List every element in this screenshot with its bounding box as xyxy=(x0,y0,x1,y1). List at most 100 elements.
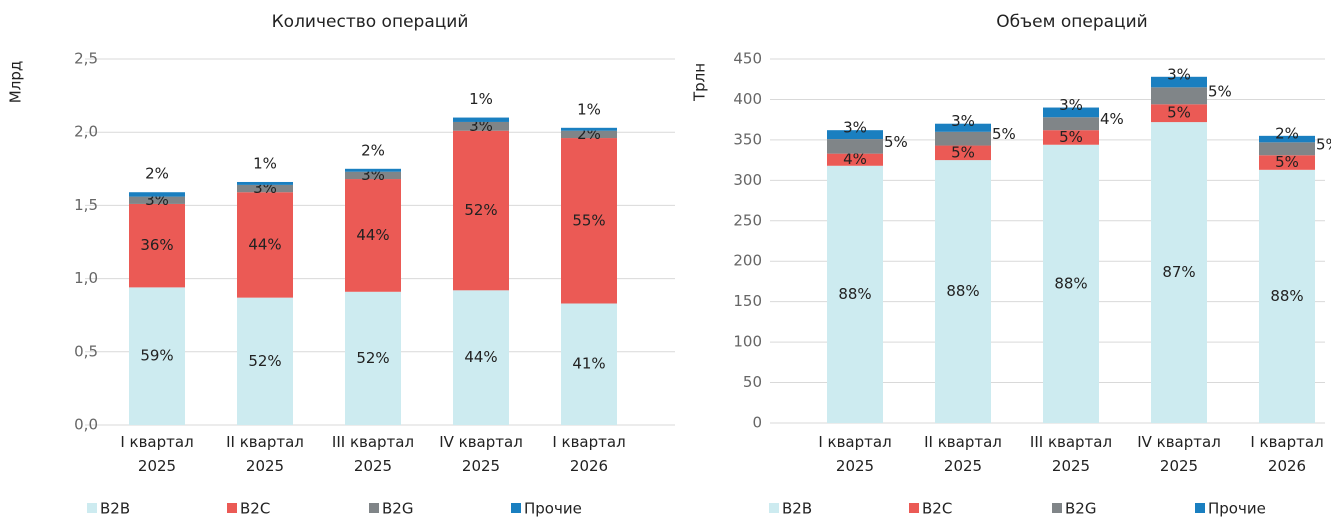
legend-label: B2C xyxy=(922,500,952,517)
y-tick-label: 2,0 xyxy=(74,123,98,141)
chart-title: Объем операций xyxy=(996,12,1147,32)
bar-segment xyxy=(1151,76,1207,88)
bar-segment xyxy=(453,117,509,122)
x-tick-label: I квартал 2026 xyxy=(1250,433,1323,475)
data-label: 52% xyxy=(248,352,281,370)
data-label: 88% xyxy=(946,282,979,300)
chart-title: Количество операций xyxy=(272,12,469,32)
x-tick-label: I квартал 2025 xyxy=(120,433,193,475)
y-tick-label: 1,0 xyxy=(74,269,98,287)
bar-segment xyxy=(827,165,883,424)
bar-segment xyxy=(453,130,509,291)
bar-segment xyxy=(237,181,293,185)
data-label: 88% xyxy=(1054,274,1087,292)
data-label: 36% xyxy=(140,236,173,254)
data-label: 5% xyxy=(1275,153,1299,171)
bar-segment xyxy=(1043,107,1099,118)
bar-segment xyxy=(561,303,617,425)
data-label: 4% xyxy=(1100,110,1124,128)
data-label: 41% xyxy=(572,355,605,373)
bar-segment xyxy=(237,297,293,425)
data-label: 5% xyxy=(1167,104,1191,122)
data-label: 5% xyxy=(951,143,975,161)
data-label: 2% xyxy=(577,125,601,143)
data-label: 5% xyxy=(1316,135,1331,153)
bar-segment xyxy=(345,168,401,172)
legend-swatch xyxy=(511,503,521,513)
data-label: 3% xyxy=(1059,96,1083,114)
bar-segment xyxy=(1259,155,1315,170)
bar-segment xyxy=(129,192,185,197)
bar-segment xyxy=(561,138,617,304)
y-axis-label: Млрд xyxy=(7,61,25,103)
bar-segment xyxy=(935,131,991,146)
data-label: 3% xyxy=(951,112,975,130)
y-tick-label: 150 xyxy=(733,292,762,310)
bar-segment xyxy=(345,179,401,292)
legend-swatch xyxy=(769,503,779,513)
x-tick-label: II квартал 2025 xyxy=(226,433,304,475)
legend-swatch xyxy=(369,503,379,513)
y-tick-label: 50 xyxy=(743,373,762,391)
bar-segment xyxy=(1151,87,1207,105)
x-tick-label: II квартал 2025 xyxy=(924,433,1002,475)
y-tick-label: 1,5 xyxy=(74,196,98,214)
y-tick-label: 100 xyxy=(733,333,762,351)
data-label: 1% xyxy=(577,100,601,118)
y-tick-label: 200 xyxy=(733,252,762,270)
x-tick-label: IV квартал 2025 xyxy=(439,433,523,475)
legend-label: B2G xyxy=(1065,500,1096,517)
bar-segment xyxy=(237,184,293,193)
x-tick-label: IV квартал 2025 xyxy=(1137,433,1221,475)
y-tick-label: 2,5 xyxy=(74,50,98,68)
legend-swatch xyxy=(1052,503,1062,513)
bar-segment xyxy=(935,145,991,161)
legend-label: Прочие xyxy=(1208,500,1266,517)
bar-segment xyxy=(561,130,617,139)
legend-swatch xyxy=(227,503,237,513)
data-label: 52% xyxy=(356,349,389,367)
bar-segment xyxy=(1259,135,1315,143)
bar-segment xyxy=(1043,117,1099,131)
bar-segment xyxy=(453,121,509,131)
x-tick-label: III квартал 2025 xyxy=(332,433,414,475)
bar-segment xyxy=(1151,122,1207,424)
bar-segment xyxy=(1259,169,1315,423)
bar-segment xyxy=(345,171,401,180)
data-label: 2% xyxy=(361,141,385,159)
bar-segment xyxy=(1151,104,1207,123)
data-label: 3% xyxy=(361,166,385,184)
legend-swatch xyxy=(909,503,919,513)
data-label: 88% xyxy=(1270,287,1303,305)
data-label: 1% xyxy=(469,90,493,108)
bar-segment xyxy=(1043,130,1099,145)
bar-segment xyxy=(827,153,883,166)
data-label: 5% xyxy=(992,125,1016,143)
x-tick-label: I квартал 2026 xyxy=(552,433,625,475)
legend-swatch xyxy=(87,503,97,513)
data-label: 44% xyxy=(248,235,281,253)
bar-segment xyxy=(129,287,185,425)
data-label: 3% xyxy=(843,119,867,137)
y-tick-label: 0,0 xyxy=(74,416,98,434)
data-label: 52% xyxy=(464,201,497,219)
bar-segment xyxy=(453,290,509,425)
legend-label: B2B xyxy=(100,500,130,517)
data-label: 88% xyxy=(838,285,871,303)
legend-label: B2G xyxy=(382,500,413,517)
data-label: 5% xyxy=(1059,128,1083,146)
bar-segment xyxy=(827,139,883,154)
y-tick-label: 250 xyxy=(733,211,762,229)
y-tick-label: 0 xyxy=(752,414,762,432)
x-tick-label: III квартал 2025 xyxy=(1030,433,1112,475)
y-tick-label: 450 xyxy=(733,50,762,68)
data-label: 55% xyxy=(572,211,605,229)
data-label: 44% xyxy=(464,348,497,366)
y-axis-label: Трлн xyxy=(691,63,709,102)
bar-segment xyxy=(561,127,617,131)
legend-label: Прочие xyxy=(524,500,582,517)
y-tick-label: 300 xyxy=(733,171,762,189)
data-label: 87% xyxy=(1162,263,1195,281)
